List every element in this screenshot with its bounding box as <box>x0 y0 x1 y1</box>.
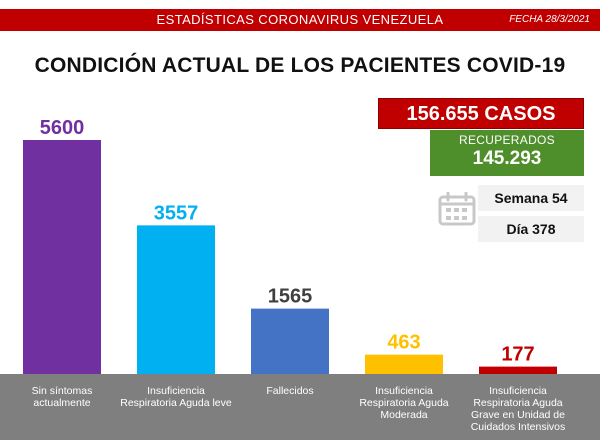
recovered-box: RECUPERADOS 145.293 <box>430 130 584 176</box>
report-date: FECHA 28/3/2021 <box>509 14 590 25</box>
category-label: Insuficiencia Respiratoria Aguda Moderada <box>359 385 448 421</box>
week-box: Semana 54 <box>478 185 584 211</box>
category-label: Insuficiencia Respiratoria Aguda Grave en … <box>471 385 566 433</box>
calendar-icon <box>438 192 476 226</box>
total-cases-box: 156.655 CASOS <box>378 98 584 129</box>
value-label: 177 <box>501 344 534 366</box>
bar <box>137 225 215 374</box>
chart-title: CONDICIÓN ACTUAL DE LOS PACIENTES COVID-… <box>34 54 566 77</box>
recovered-value: 145.293 <box>472 148 542 169</box>
banner-title: ESTADÍSTICAS CORONAVIRUS VENEZUELA <box>156 12 444 27</box>
category-label: Fallecidos <box>266 385 313 397</box>
category-label: Insuficiencia Respiratoria Aguda leve <box>120 385 232 409</box>
bar <box>251 308 329 374</box>
value-label: 1565 <box>268 286 313 308</box>
day-box: Día 378 <box>478 216 584 242</box>
value-label: 3557 <box>154 202 199 224</box>
bar <box>23 140 101 374</box>
bar <box>365 354 443 374</box>
category-label-band <box>0 374 600 440</box>
category-label: Sin síntomas actualmente <box>32 385 93 409</box>
recovered-label: RECUPERADOS <box>459 133 555 147</box>
value-label: 463 <box>387 332 420 354</box>
top-banner: ESTADÍSTICAS CORONAVIRUS VENEZUELA FECHA… <box>0 9 600 31</box>
bar <box>479 366 557 374</box>
value-label: 5600 <box>40 117 85 139</box>
